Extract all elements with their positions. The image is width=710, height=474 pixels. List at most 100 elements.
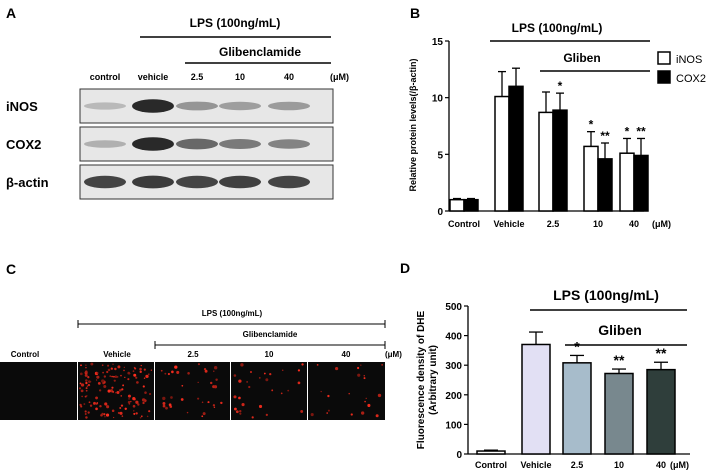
blot-band bbox=[84, 175, 126, 189]
blot-band bbox=[268, 175, 310, 189]
dhe-signal-dot bbox=[220, 401, 223, 405]
dhe-signal-dot bbox=[104, 416, 106, 418]
dhe-signal-dot bbox=[113, 379, 116, 382]
dhe-signal-dot bbox=[363, 375, 365, 377]
dhe-image-panel bbox=[308, 362, 385, 420]
dhe-signal-dot bbox=[213, 366, 218, 370]
dhe-signal-dot bbox=[212, 404, 216, 407]
dhe-signal-dot bbox=[133, 373, 137, 377]
dhe-signal-dot bbox=[81, 395, 83, 398]
dhe-signal-dot bbox=[142, 385, 145, 388]
panel-d-plot-area: 0 100 200 300 400 500 Control Vehicle * 2.5 ** 10 **… bbox=[445, 302, 690, 470]
dhe-signal-dot bbox=[364, 400, 366, 403]
panel-b-y-tick-label: 0 bbox=[437, 207, 443, 218]
panel-a-row-label: β-actin bbox=[6, 175, 49, 190]
dhe-signal-dot bbox=[115, 392, 117, 394]
panel-a-drug-label: Glibenclamide bbox=[219, 45, 301, 59]
dhe-signal-dot bbox=[171, 370, 174, 374]
dhe-signal-dot bbox=[134, 367, 137, 370]
dhe-signal-dot bbox=[120, 395, 123, 397]
dhe-signal-dot bbox=[128, 372, 131, 375]
dhe-signal-dot bbox=[381, 363, 383, 366]
dhe-signal-dot bbox=[114, 367, 117, 371]
panel-d-significance: ** bbox=[614, 352, 625, 368]
dhe-signal-dot bbox=[213, 406, 216, 409]
panel-c-drug-label: Glibenclamide bbox=[243, 330, 298, 339]
panel-b-bar-cox2 bbox=[508, 85, 524, 212]
panel-d-bar bbox=[476, 450, 506, 455]
dhe-signal-dot bbox=[80, 383, 85, 387]
panel-b-legend-swatch bbox=[657, 51, 671, 65]
dhe-signal-dot bbox=[133, 412, 136, 415]
dhe-image-panel bbox=[78, 362, 154, 420]
dhe-signal-dot bbox=[116, 375, 119, 378]
dhe-signal-dot bbox=[265, 413, 268, 417]
dhe-signal-dot bbox=[203, 368, 207, 371]
dhe-signal-dot bbox=[119, 411, 123, 415]
dhe-signal-dot bbox=[287, 389, 290, 392]
blot-band bbox=[268, 139, 310, 149]
dhe-signal-dot bbox=[87, 380, 91, 383]
panel-b-bar-inos bbox=[619, 152, 635, 212]
dhe-signal-dot bbox=[136, 381, 139, 384]
dhe-signal-dot bbox=[197, 397, 200, 400]
panel-d-x-tick-label: 2.5 bbox=[571, 460, 584, 470]
panel-d-bar bbox=[646, 368, 676, 455]
panel-b-unit: (μM) bbox=[652, 219, 671, 229]
dhe-signal-dot bbox=[258, 404, 263, 409]
dhe-signal-dot bbox=[174, 365, 178, 369]
dhe-signal-dot bbox=[124, 407, 127, 410]
blot-band bbox=[132, 175, 174, 189]
dhe-signal-dot bbox=[111, 375, 113, 378]
panel-b-legend-label: iNOS bbox=[676, 54, 702, 66]
panel-a-blot-rows: iNOS COX2 β-actin bbox=[6, 88, 334, 200]
dhe-signal-dot bbox=[280, 392, 283, 395]
dhe-signal-dot bbox=[127, 394, 131, 398]
dhe-signal-dot bbox=[85, 381, 88, 385]
panel-b-legend: iNOS COX2 bbox=[657, 51, 706, 85]
panel-b-y-tick-label: 15 bbox=[432, 37, 444, 48]
dhe-signal-dot bbox=[121, 415, 124, 417]
dhe-signal-dot bbox=[375, 414, 379, 418]
dhe-signal-dot bbox=[297, 381, 301, 385]
dhe-signal-dot bbox=[210, 381, 213, 385]
dhe-signal-dot bbox=[88, 401, 91, 404]
dhe-signal-dot bbox=[360, 411, 365, 415]
dhe-signal-dot bbox=[116, 390, 120, 394]
dhe-signal-dot bbox=[107, 389, 111, 393]
panel-b-bar-inos bbox=[449, 198, 465, 212]
dhe-signal-dot bbox=[215, 378, 218, 382]
dhe-signal-dot bbox=[117, 411, 120, 415]
dhe-signal-dot bbox=[103, 413, 106, 416]
dhe-signal-dot bbox=[143, 368, 146, 371]
dhe-signal-dot bbox=[165, 406, 168, 410]
dhe-signal-dot bbox=[170, 396, 173, 399]
panel-c-dhe-images: C LPS (100ng/mL) Glibenclamide Control Ve… bbox=[0, 261, 402, 420]
dhe-image-panel bbox=[0, 362, 77, 420]
dhe-signal-dot bbox=[107, 364, 110, 367]
dhe-signal-dot bbox=[120, 374, 122, 377]
panel-b-bar-cox2 bbox=[633, 154, 649, 212]
panel-c-image-row bbox=[0, 362, 385, 420]
dhe-signal-dot bbox=[110, 367, 113, 370]
dhe-signal-dot bbox=[105, 413, 110, 417]
dhe-signal-dot bbox=[80, 405, 83, 408]
dhe-signal-dot bbox=[249, 370, 253, 374]
dhe-signal-dot bbox=[269, 372, 272, 376]
panel-b-ylabel: Relative protein levels(/β-actin) bbox=[408, 58, 418, 191]
dhe-signal-dot bbox=[111, 386, 114, 389]
dhe-signal-dot bbox=[207, 401, 210, 404]
panel-b-bar-cox2 bbox=[463, 198, 479, 212]
dhe-signal-dot bbox=[357, 373, 361, 377]
panel-b-y-tick-label: 5 bbox=[437, 150, 443, 161]
dhe-signal-dot bbox=[132, 404, 136, 408]
dhe-signal-dot bbox=[141, 398, 146, 402]
dhe-signal-dot bbox=[119, 388, 122, 392]
panel-d-letter: D bbox=[400, 260, 410, 276]
dhe-signal-dot bbox=[363, 377, 366, 380]
panel-d-y-tick-label: 300 bbox=[445, 361, 462, 372]
panel-b-significance: * bbox=[625, 124, 630, 138]
panel-a-unit: (μM) bbox=[330, 72, 349, 82]
dhe-signal-dot bbox=[360, 364, 362, 366]
dhe-signal-dot bbox=[142, 401, 145, 405]
